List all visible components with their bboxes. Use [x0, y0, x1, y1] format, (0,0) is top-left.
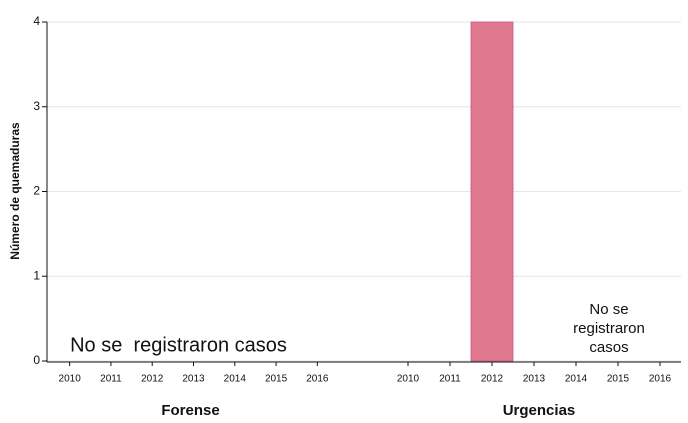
- annotation: No se: [589, 301, 628, 318]
- y-tick-label: 0: [33, 353, 40, 367]
- x-tick-label: 2010: [397, 374, 420, 385]
- panel-title: Forense: [161, 402, 219, 419]
- x-tick-label: 2015: [265, 374, 288, 385]
- x-tick-label: 2012: [141, 374, 164, 385]
- annotation: No se registraron casos: [70, 334, 287, 356]
- panel-title: Urgencias: [503, 402, 576, 419]
- x-tick-label: 2014: [224, 374, 247, 385]
- x-tick-label: 2012: [481, 374, 504, 385]
- x-tick-label: 2015: [607, 374, 630, 385]
- y-tick-label: 3: [33, 99, 40, 113]
- x-tick-label: 2011: [439, 374, 461, 385]
- x-tick-label: 2016: [306, 374, 329, 385]
- annotation: casos: [589, 339, 628, 356]
- y-tick-label: 1: [33, 268, 40, 282]
- x-tick-label: 2011: [100, 374, 122, 385]
- x-tick-label: 2013: [523, 374, 546, 385]
- x-tick-label: 2013: [182, 374, 205, 385]
- bar: [470, 21, 514, 362]
- annotation: registraron: [573, 320, 645, 337]
- x-tick-label: 2016: [649, 374, 672, 385]
- y-axis-label: Número de quemaduras: [8, 122, 22, 260]
- y-tick-label: 2: [33, 184, 40, 198]
- x-tick-label: 2010: [59, 374, 82, 385]
- y-tick-label: 4: [33, 14, 40, 28]
- x-tick-label: 2014: [565, 374, 588, 385]
